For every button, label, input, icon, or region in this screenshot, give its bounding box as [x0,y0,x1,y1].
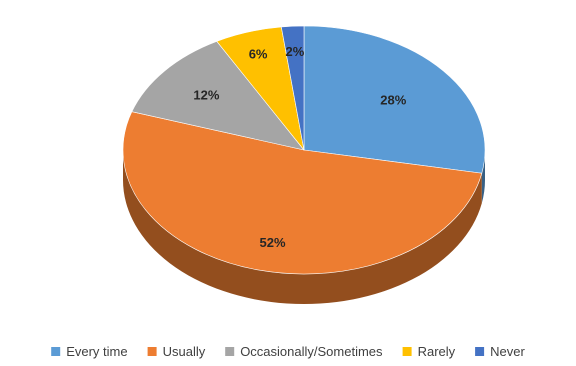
pie-slice-never [280,25,305,151]
legend-swatch-occasionally-sometimes [225,347,235,356]
legend-swatch-every-time [51,347,61,356]
legend-swatch-never [475,347,485,356]
data-label-occasionally-sometimes: 12% [193,88,219,103]
legend-label-never: Never [490,344,525,359]
legend-label-usually: Usually [163,344,206,359]
legend-item-usually: Usually [147,344,206,359]
data-label-every-time: 28% [380,92,406,107]
legend-label-occasionally-sometimes: Occasionally/Sometimes [240,344,383,359]
pie-slice-every-time [303,25,486,174]
pie-slices-group [122,25,486,275]
legend-item-occasionally-sometimes: Occasionally/Sometimes [225,344,383,359]
legend-item-every-time: Every time [51,344,128,359]
legend-label-every-time: Every time [66,344,127,359]
data-label-never: 2% [286,44,305,59]
pie-side-usually [123,150,482,305]
legend-swatch-usually [147,347,157,356]
data-label-rarely: 6% [249,46,268,61]
legend-item-rarely: Rarely [402,344,456,359]
legend-item-never: Never [475,344,525,359]
legend-swatch-rarely [402,347,412,356]
pie-slice-occasionally-sometimes [131,40,305,151]
data-label-usually: 52% [259,235,285,250]
legend-label-rarely: Rarely [418,344,456,359]
pie-slice-usually [122,111,483,275]
data-labels-group: 28% 52% 12% 6% 2% [193,44,406,250]
